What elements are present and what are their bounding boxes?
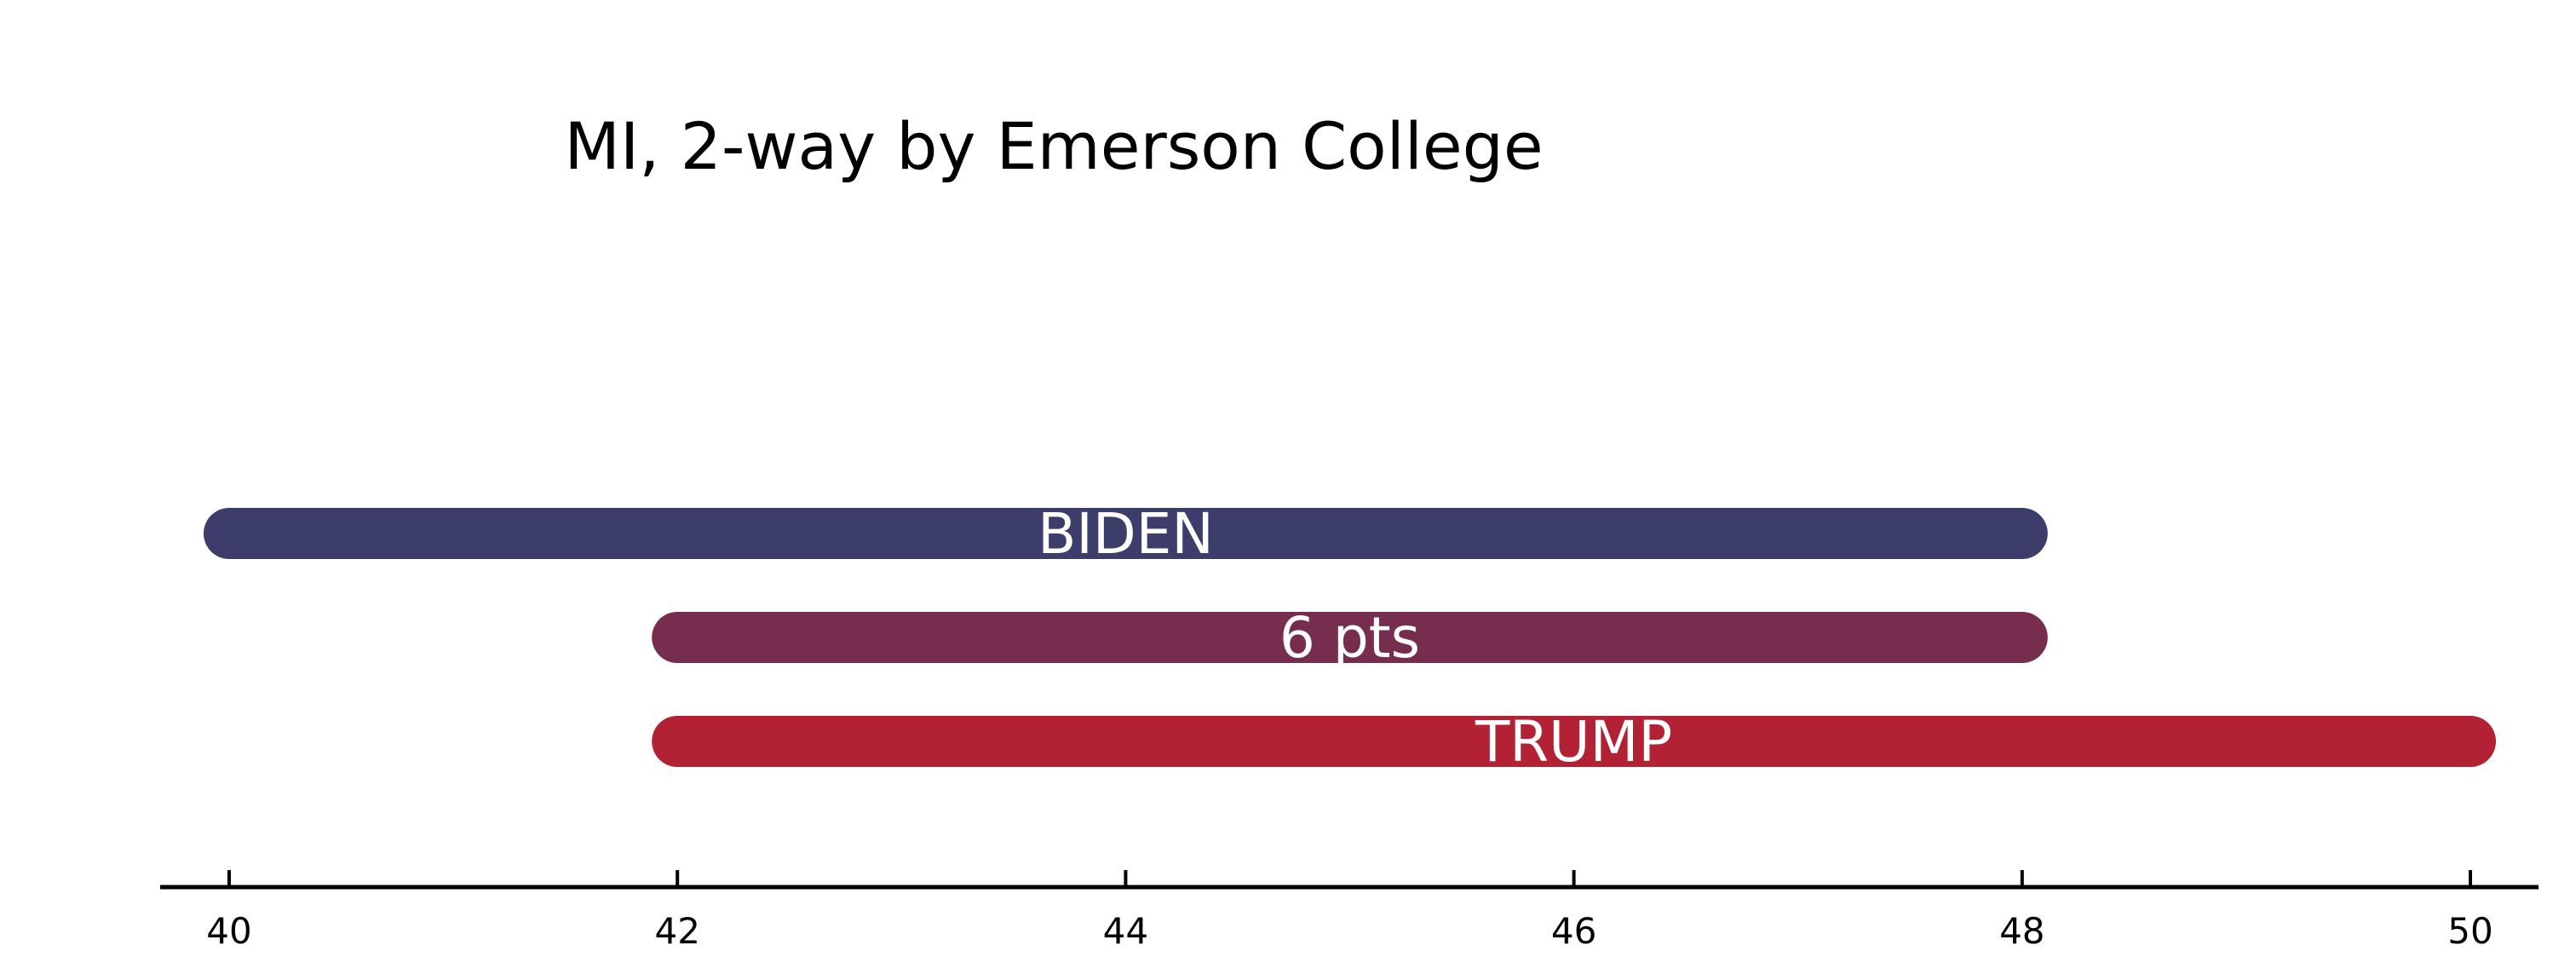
- x-tick-label: 42: [654, 910, 699, 952]
- bar-label: BIDEN: [1038, 501, 1214, 567]
- chart-title: MI, 2-way by Emerson College: [564, 108, 1543, 184]
- bars-group: BIDEN 6 pts TRUMP: [204, 501, 2496, 775]
- x-tick-label: 50: [2447, 910, 2493, 952]
- x-tick-label: 46: [1551, 910, 1596, 952]
- bar-label: TRUMP: [1475, 709, 1672, 775]
- bar-label: 6 pts: [1279, 605, 1420, 671]
- x-axis: 40 42 44 46 48 50: [160, 870, 2539, 952]
- x-tick-label: 40: [206, 910, 251, 952]
- x-tick-label: 48: [1999, 910, 2044, 952]
- x-tick-label: 44: [1103, 910, 1148, 952]
